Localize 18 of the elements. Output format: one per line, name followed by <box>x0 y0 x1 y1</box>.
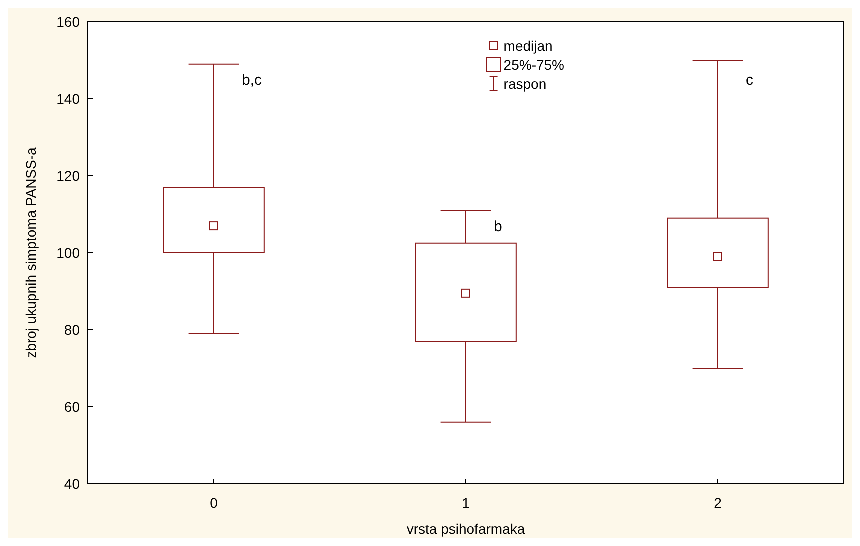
annotation: medijan <box>504 38 553 54</box>
y-tick-label: 40 <box>64 476 80 492</box>
annotation: b,c <box>242 72 263 89</box>
x-tick-label: 2 <box>714 495 722 511</box>
y-tick-label: 80 <box>64 322 80 338</box>
annotation: 25%-75% <box>504 56 565 73</box>
annotation: raspon <box>504 76 547 92</box>
annotation: b <box>494 218 502 236</box>
y-tick-label: 160 <box>56 14 80 30</box>
annotation: c <box>746 72 754 89</box>
y-tick-label: 100 <box>56 244 80 261</box>
y-tick-label: 60 <box>64 398 80 415</box>
y-axis-title: zbroj ukupnih simptoma PANSS-a <box>23 147 39 358</box>
y-tick-label: 140 <box>56 90 80 107</box>
y-tick-label: 120 <box>56 168 80 184</box>
x-tick-label: 1 <box>462 495 470 511</box>
x-tick-label: 0 <box>210 495 218 511</box>
x-axis-title: vrsta psihofarmaka <box>406 521 526 537</box>
